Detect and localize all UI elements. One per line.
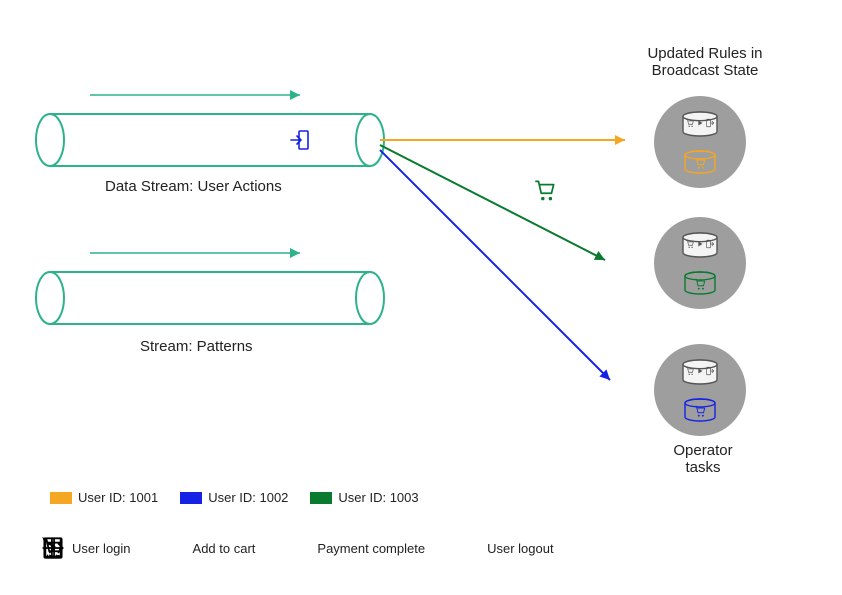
legend-users: User ID: 1001 User ID: 1002 User ID: 100… <box>50 490 419 505</box>
stream-top-label: Data Stream: User Actions <box>105 178 282 195</box>
swatch-1003 <box>310 492 332 504</box>
legend-user-1003: User ID: 1003 <box>310 490 418 505</box>
stream-bottom-label: Stream: Patterns <box>140 338 253 355</box>
logout-icon <box>455 535 481 561</box>
header-right: Updated Rules in Broadcast State <box>630 45 780 79</box>
swatch-1002 <box>180 492 202 504</box>
legend-user-label: User ID: 1003 <box>338 490 418 505</box>
legend-icon-label: User logout <box>487 541 553 556</box>
legend-icons: User login Add to cart $ Payment complet… <box>40 535 554 561</box>
legend-icon-label: User login <box>72 541 131 556</box>
swatch-1001 <box>50 492 72 504</box>
legend-icon-payment: $ Payment complete <box>285 535 425 561</box>
legend-user-label: User ID: 1002 <box>208 490 288 505</box>
legend-icon-logout: User logout <box>455 535 553 561</box>
legend-user-1001: User ID: 1001 <box>50 490 158 505</box>
legend-icon-label: Payment complete <box>317 541 425 556</box>
payment-icon: $ <box>285 535 311 561</box>
legend-user-1002: User ID: 1002 <box>180 490 288 505</box>
cart-icon <box>161 535 187 561</box>
diagram-canvas <box>0 0 842 595</box>
legend-icon-cart: Add to cart <box>161 535 256 561</box>
footer-right: Operator tasks <box>648 442 758 476</box>
legend-icon-label: Add to cart <box>193 541 256 556</box>
legend-user-label: User ID: 1001 <box>78 490 158 505</box>
